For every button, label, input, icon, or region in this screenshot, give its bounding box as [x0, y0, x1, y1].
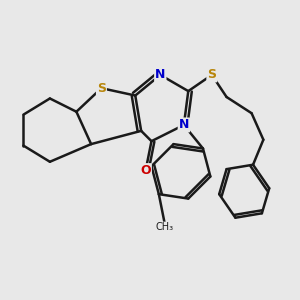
Text: S: S [207, 68, 216, 81]
Text: CH₃: CH₃ [156, 222, 174, 232]
Text: N: N [155, 68, 166, 81]
Text: O: O [140, 164, 151, 177]
Text: S: S [97, 82, 106, 95]
Text: N: N [179, 118, 189, 131]
